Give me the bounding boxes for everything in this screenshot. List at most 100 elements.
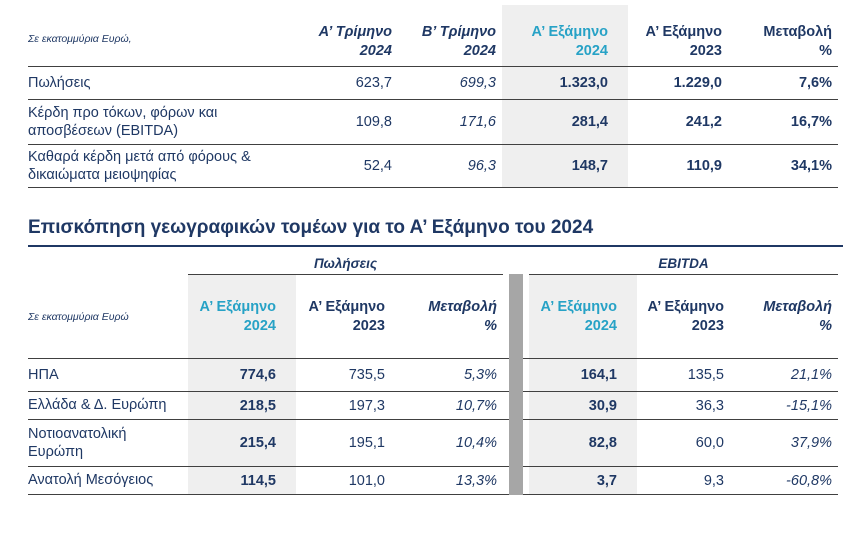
cell-q1-2024: 52,4	[363, 158, 392, 174]
row-label: Ελλάδα & Δ. Ευρώπη	[28, 397, 167, 414]
cell-ebitda-change: 37,9%	[790, 435, 832, 451]
column-header-q2-2024: Β’ Τρίμηνο 2024	[398, 23, 502, 61]
row-label: Πωλήσεις	[28, 74, 91, 91]
column-header-line: Α’ Τρίμηνο	[318, 24, 392, 41]
geo-header-row: Σε εκατομμύρια Ευρώ Α’ Εξάμηνο 2024 Α’ Ε…	[28, 275, 838, 359]
row-label: ΗΠΑ	[28, 366, 59, 383]
cell-q1-2024: 109,8	[355, 114, 392, 130]
column-header-line: 2024	[463, 43, 496, 60]
table-row: ΗΠΑ 774,6 735,5 5,3% 164,1 135,5 21,1%	[28, 359, 838, 392]
unit-label: Σε εκατομμύρια Ευρώ,	[28, 33, 132, 45]
sales-highlighted-column-background	[188, 275, 296, 495]
column-header-line: %	[484, 317, 497, 334]
cell-sales-2023: 195,1	[348, 435, 385, 451]
cell-h1-2024: 1.323,0	[559, 75, 608, 91]
column-header-line: Μεταβολή	[763, 298, 832, 315]
cell-h1-2023: 241,2	[685, 114, 722, 130]
row-label: Κέρδη προ τόκων, φόρων και αποσβέσεων (E…	[28, 104, 218, 139]
column-header-line: 2023	[689, 43, 722, 60]
column-header-line: Β’ Τρίμηνο	[421, 24, 496, 41]
summary-header-row: Σε εκατομμύρια Ευρώ, Α’ Τρίμηνο 2024 Β’ …	[28, 18, 838, 67]
cell-h1-2023: 110,9	[686, 158, 723, 174]
cell-sales-2023: 197,3	[348, 397, 385, 414]
row-label: Καθαρά κέρδη μετά από φόρους & δικαιώματ…	[28, 148, 251, 183]
cell-h1-2024: 281,4	[571, 114, 608, 130]
cell-sales-2024: 774,6	[239, 367, 276, 383]
summary-table: Σε εκατομμύρια Ευρώ, Α’ Τρίμηνο 2024 Β’ …	[28, 5, 838, 188]
cell-h1-2023: 1.229,0	[673, 75, 722, 91]
table-row: Ελλάδα & Δ. Ευρώπη 218,5 197,3 10,7% 30,…	[28, 392, 838, 420]
column-header-ebitda-2023: Α’ Εξάμηνο 2023	[637, 298, 730, 336]
column-header-line: %	[819, 43, 832, 60]
column-header-line: Α’ Εξάμηνο	[308, 298, 385, 315]
ebitda-highlighted-column-background	[529, 275, 637, 495]
cell-sales-change: 13,3%	[455, 472, 497, 489]
group-header-ebitda: EBITDA	[529, 256, 838, 275]
column-header-line: Α’ Εξάμηνο	[531, 24, 608, 41]
cell-change: 34,1%	[790, 158, 832, 174]
cell-sales-change: 5,3%	[463, 367, 497, 383]
column-header-ebitda-2024: Α’ Εξάμηνο 2024	[529, 298, 637, 336]
column-header-line: Α’ Εξάμηνο	[647, 298, 724, 315]
column-header-line: 2023	[691, 317, 724, 334]
column-header-line: %	[819, 317, 832, 334]
group-header-row: Πωλήσεις EBITDA	[28, 253, 838, 275]
column-header-sales-2024: Α’ Εξάμηνο 2024	[188, 298, 296, 336]
cell-ebitda-2024: 82,8	[588, 435, 617, 451]
column-header-line: 2024	[584, 317, 617, 334]
cell-q1-2024: 623,7	[355, 75, 392, 91]
cell-ebitda-2023: 9,3	[703, 472, 724, 489]
cell-h1-2024: 148,7	[571, 158, 608, 174]
table-row: Ανατολή Μεσόγειος 114,5 101,0 13,3% 3,7 …	[28, 467, 838, 495]
column-header-sales-change: Μεταβολή %	[391, 298, 503, 336]
group-separator-bar	[509, 274, 523, 495]
column-header-line: 2024	[243, 317, 276, 334]
column-header-q1-2024: Α’ Τρίμηνο 2024	[298, 23, 398, 61]
column-header-sales-2023: Α’ Εξάμηνο 2023	[296, 298, 391, 336]
cell-ebitda-2024: 3,7	[596, 472, 617, 489]
cell-q2-2024: 171,6	[459, 114, 496, 130]
cell-ebitda-2023: 135,5	[687, 367, 724, 383]
column-header-line: Μεταβολή	[763, 24, 832, 41]
column-header-line: Μεταβολή	[428, 298, 497, 315]
cell-change: 16,7%	[790, 114, 832, 130]
column-header-line: 2024	[575, 43, 608, 60]
column-header-h1-2023: Α’ Εξάμηνο 2023	[628, 23, 728, 61]
cell-sales-2024: 114,5	[240, 472, 277, 489]
table-row: Κέρδη προ τόκων, φόρων και αποσβέσεων (E…	[28, 100, 838, 145]
cell-ebitda-change: -60,8%	[786, 472, 832, 489]
cell-sales-change: 10,7%	[455, 397, 497, 414]
cell-sales-2024: 218,5	[239, 397, 276, 414]
cell-change: 7,6%	[798, 75, 832, 91]
cell-ebitda-change: -15,1%	[786, 397, 832, 414]
cell-ebitda-change: 21,1%	[790, 367, 832, 383]
cell-ebitda-2023: 36,3	[695, 397, 724, 414]
cell-sales-2023: 101,0	[348, 472, 385, 489]
column-header-line: Α’ Εξάμηνο	[645, 24, 722, 41]
table-row: Πωλήσεις 623,7 699,3 1.323,0 1.229,0 7,6…	[28, 67, 838, 100]
cell-sales-change: 10,4%	[455, 435, 497, 451]
column-header-line: Α’ Εξάμηνο	[199, 298, 276, 315]
cell-ebitda-2024: 30,9	[588, 397, 617, 414]
row-label: Νοτιοανατολική Ευρώπη	[28, 425, 127, 460]
section-title: Επισκόπηση γεωγραφικών τομέων για το Α’ …	[28, 217, 843, 247]
column-header-line: Α’ Εξάμηνο	[540, 298, 617, 315]
table-row: Καθαρά κέρδη μετά από φόρους & δικαιώματ…	[28, 145, 838, 188]
report-page: Σε εκατομμύρια Ευρώ, Α’ Τρίμηνο 2024 Β’ …	[28, 5, 843, 495]
column-header-h1-2024: Α’ Εξάμηνο 2024	[502, 23, 628, 61]
highlighted-column-background	[502, 5, 628, 188]
table-row: Νοτιοανατολική Ευρώπη 215,4 195,1 10,4% …	[28, 420, 838, 467]
cell-q2-2024: 699,3	[459, 75, 496, 91]
cell-ebitda-2024: 164,1	[580, 367, 617, 383]
cell-ebitda-2023: 60,0	[695, 435, 724, 451]
group-header-sales: Πωλήσεις	[188, 256, 503, 275]
geo-table: Πωλήσεις EBITDA Σε εκατομμύρια Ευρώ Α’ Ε…	[28, 253, 838, 495]
row-label: Ανατολή Μεσόγειος	[28, 472, 154, 489]
column-header-change: Μεταβολή %	[728, 23, 838, 61]
column-header-ebitda-change: Μεταβολή %	[730, 298, 838, 336]
column-header-line: 2024	[359, 43, 392, 60]
column-header-line: 2023	[352, 317, 385, 334]
cell-q2-2024: 96,3	[467, 158, 496, 174]
cell-sales-2024: 215,4	[239, 435, 276, 451]
cell-sales-2023: 735,5	[348, 367, 385, 383]
